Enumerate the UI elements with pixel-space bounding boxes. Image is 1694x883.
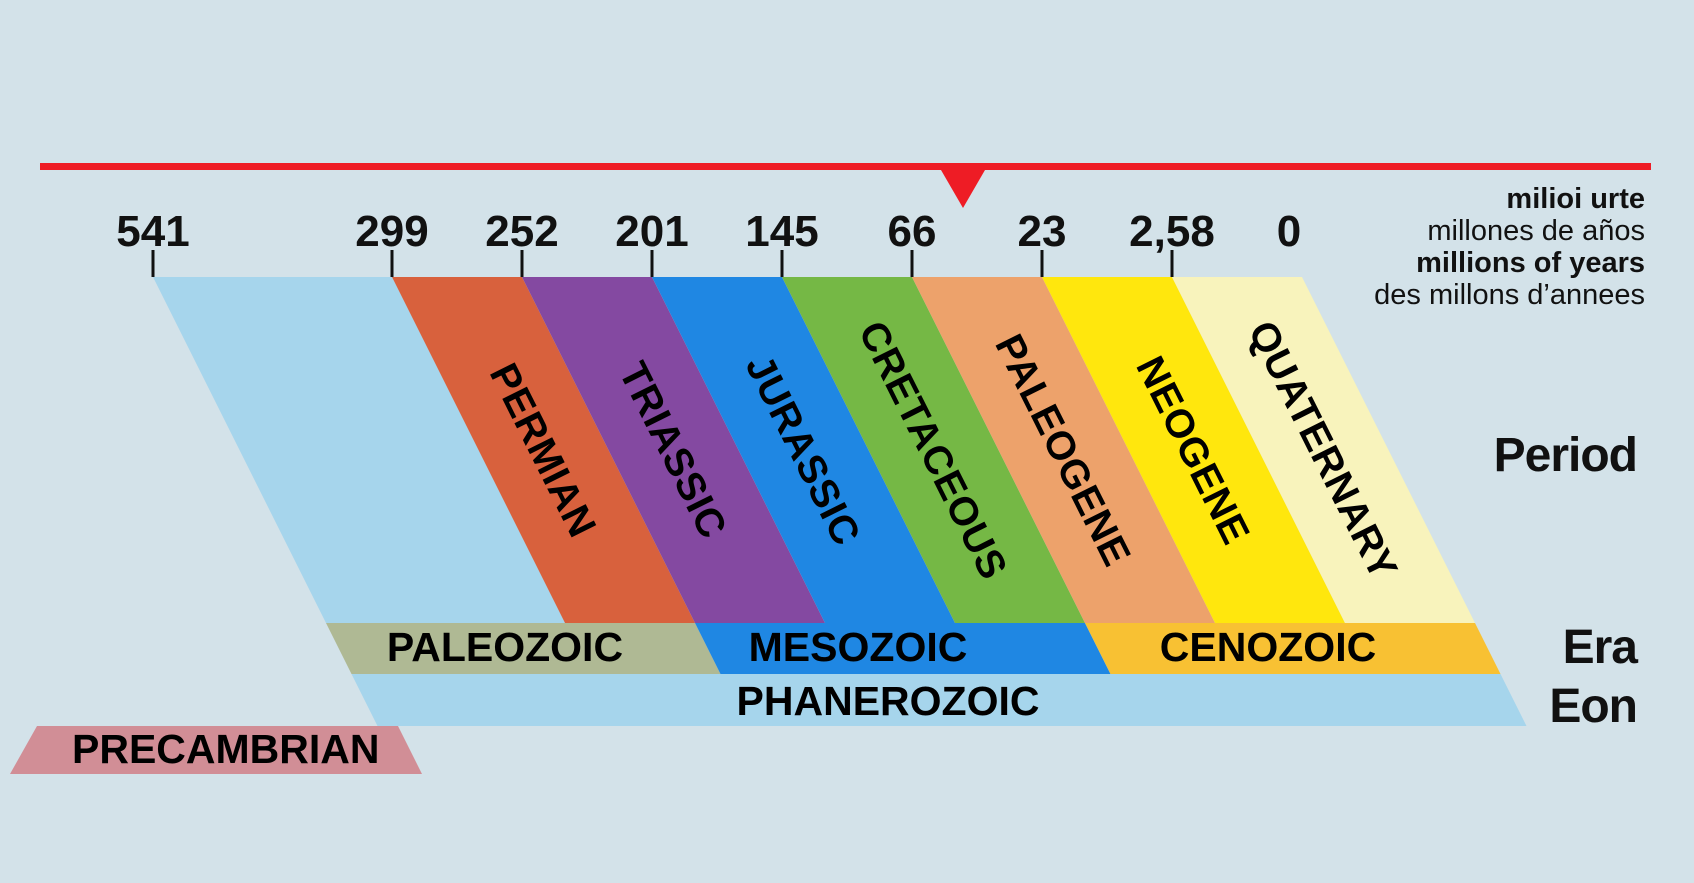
tick-145: [780, 250, 784, 277]
period-band-triassic: [522, 277, 825, 623]
precambrian-band: [10, 726, 422, 774]
age-label-0: 0: [1277, 207, 1301, 256]
period-band-jurassic: [652, 277, 955, 623]
period-band-neogene: [1042, 277, 1345, 623]
precambrian-label: PRECAMBRIAN: [72, 726, 380, 772]
age-label-541: 541: [116, 207, 189, 256]
time-axis-line: [40, 163, 1651, 170]
eon-band-phanerozoic: [351, 674, 1527, 726]
row-label-period: Period: [1493, 429, 1638, 482]
era-band-cenozoic: [1085, 623, 1501, 674]
period-band-quaternary: [1172, 277, 1475, 623]
era-label-mesozoic: MESOZOIC: [749, 624, 968, 670]
era-band-mesozoic: [695, 623, 1111, 674]
row-label-eon: Eon: [1549, 680, 1638, 733]
era-band-paleozoic: [326, 623, 721, 674]
age-label-23: 23: [1018, 207, 1067, 256]
age-label-145: 145: [745, 207, 818, 256]
tick-541: [151, 250, 155, 277]
age-label-201: 201: [615, 207, 688, 256]
age-label-2-58: 2,58: [1129, 207, 1215, 256]
era-label-cenozoic: CENOZOIC: [1160, 624, 1376, 670]
period-band-cretaceous: [782, 277, 1085, 623]
unit-label-block: milioi urte millones de años millions of…: [1374, 183, 1645, 311]
period-band-permian: [392, 277, 695, 623]
tick-23: [1040, 250, 1044, 277]
tick-201: [650, 250, 654, 277]
time-axis-marker-triangle: [941, 170, 985, 208]
age-label-299: 299: [355, 207, 428, 256]
tick-252: [520, 250, 524, 277]
tick-66: [910, 250, 914, 277]
age-label-252: 252: [485, 207, 558, 256]
unit-label-basque: milioi urte: [1506, 183, 1645, 215]
era-label-paleozoic: PALEOZOIC: [387, 624, 623, 670]
tick-299: [390, 250, 394, 277]
eon-label-phanerozoic: PHANEROZOIC: [737, 678, 1040, 724]
unit-label-french: des millons d’annees: [1374, 279, 1645, 311]
period-band-unlabeled: [153, 277, 565, 623]
age-label-66: 66: [888, 207, 937, 256]
unit-label-spanish: millones de años: [1427, 215, 1645, 247]
row-label-era: Era: [1562, 621, 1638, 674]
tick-2-58: [1170, 250, 1174, 277]
period-band-paleogene: [912, 277, 1215, 623]
unit-label-english: millions of years: [1416, 247, 1645, 279]
